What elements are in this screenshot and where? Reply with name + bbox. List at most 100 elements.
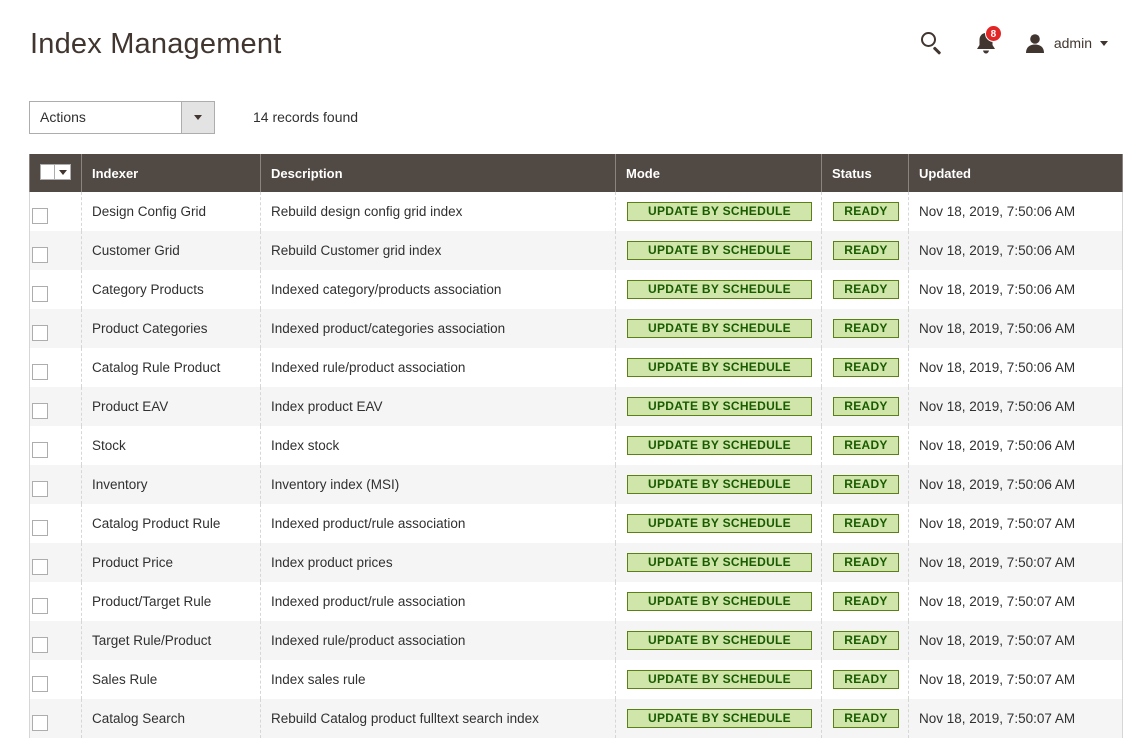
indexer-cell: Product EAV [81,387,261,426]
table-row[interactable]: Product/Target Rule Indexed product/rule … [29,582,1123,621]
description-cell: Indexed product/rule association [260,582,616,621]
mode-cell: UPDATE BY SCHEDULE [615,582,822,621]
table-row[interactable]: Catalog Search Rebuild Catalog product fu… [29,699,1123,738]
table-row[interactable]: Design Config Grid Rebuild design config … [29,192,1123,231]
description-cell: Indexed rule/product association [260,348,616,387]
updated-cell: Nov 18, 2019, 7:50:07 AM [908,621,1123,660]
table-row[interactable]: Inventory Inventory index (MSI) UPDATE BY … [29,465,1123,504]
description-cell: Index sales rule [260,660,616,699]
mode-cell: UPDATE BY SCHEDULE [615,465,822,504]
table-row[interactable]: Target Rule/Product Indexed rule/product … [29,621,1123,660]
mass-select-checkbox[interactable] [41,165,54,179]
mode-cell: UPDATE BY SCHEDULE [615,387,822,426]
row-checkbox[interactable] [32,715,48,731]
table-row[interactable]: Stock Index stock UPDATE BY SCHEDULE READY N… [29,426,1123,465]
mode-cell: UPDATE BY SCHEDULE [615,426,822,465]
updated-cell: Nov 18, 2019, 7:50:07 AM [908,660,1123,699]
status-cell: READY [821,348,909,387]
row-checkbox-cell [29,309,82,348]
mode-badge: UPDATE BY SCHEDULE [627,631,812,650]
status-badge: READY [833,202,899,221]
table-row[interactable]: Catalog Rule Product Indexed rule/product… [29,348,1123,387]
table-row[interactable]: Sales Rule Index sales rule UPDATE BY SCHE… [29,660,1123,699]
table-row[interactable]: Catalog Product Rule Indexed product/rule… [29,504,1123,543]
description-cell: Indexed product/rule association [260,504,616,543]
records-found: 14 records found [253,109,359,125]
status-cell: READY [821,699,909,738]
mode-badge: UPDATE BY SCHEDULE [627,202,812,221]
grid-body: Design Config Grid Rebuild design config … [29,192,1123,738]
actions-dropdown-toggle[interactable] [181,102,214,133]
user-menu[interactable]: admin [1025,33,1108,53]
mode-badge: UPDATE BY SCHEDULE [627,397,812,416]
notifications-button[interactable]: 8 [975,25,1002,55]
row-checkbox-cell [29,660,82,699]
mass-select-dropdown[interactable] [40,164,71,180]
table-row[interactable]: Product EAV Index product EAV UPDATE BY SC… [29,387,1123,426]
mode-badge: UPDATE BY SCHEDULE [627,670,812,689]
mode-cell: UPDATE BY SCHEDULE [615,309,822,348]
index-grid: Indexer Description Mode Status Updated … [29,154,1123,738]
status-cell: READY [821,543,909,582]
row-checkbox-cell [29,465,82,504]
table-row[interactable]: Product Categories Indexed product/catego… [29,309,1123,348]
row-checkbox[interactable] [32,637,48,653]
row-checkbox-cell [29,192,82,231]
row-checkbox[interactable] [32,481,48,497]
row-checkbox[interactable] [32,286,48,302]
column-header-indexer[interactable]: Indexer [81,154,261,192]
mode-cell: UPDATE BY SCHEDULE [615,621,822,660]
description-cell: Indexed rule/product association [260,621,616,660]
status-badge: READY [833,436,899,455]
indexer-cell: Catalog Search [81,699,261,738]
row-checkbox[interactable] [32,598,48,614]
status-badge: READY [833,592,899,611]
status-cell: READY [821,660,909,699]
row-checkbox[interactable] [32,676,48,692]
mode-cell: UPDATE BY SCHEDULE [615,699,822,738]
mode-cell: UPDATE BY SCHEDULE [615,543,822,582]
description-cell: Inventory index (MSI) [260,465,616,504]
description-cell: Indexed category/products association [260,270,616,309]
row-checkbox[interactable] [32,247,48,263]
mode-badge: UPDATE BY SCHEDULE [627,553,812,572]
row-checkbox-cell [29,621,82,660]
row-checkbox[interactable] [32,325,48,341]
status-badge: READY [833,553,899,572]
chevron-down-icon [1100,40,1108,46]
row-checkbox[interactable] [32,442,48,458]
mode-cell: UPDATE BY SCHEDULE [615,348,822,387]
row-checkbox[interactable] [32,520,48,536]
table-row[interactable]: Product Price Index product prices UPDATE … [29,543,1123,582]
table-row[interactable]: Category Products Indexed category/produc… [29,270,1123,309]
chevron-down-icon [58,169,67,175]
chevron-down-icon [194,115,202,120]
column-header-updated[interactable]: Updated [908,154,1123,192]
updated-cell: Nov 18, 2019, 7:50:06 AM [908,309,1123,348]
column-header-mode[interactable]: Mode [615,154,822,192]
description-cell: Index product EAV [260,387,616,426]
row-checkbox[interactable] [32,403,48,419]
actions-dropdown[interactable]: Actions [29,101,215,134]
page-title: Index Management [30,28,282,60]
row-checkbox-cell [29,699,82,738]
description-cell: Index product prices [260,543,616,582]
status-cell: READY [821,387,909,426]
row-checkbox[interactable] [32,559,48,575]
updated-cell: Nov 18, 2019, 7:50:06 AM [908,270,1123,309]
mode-badge: UPDATE BY SCHEDULE [627,319,812,338]
status-cell: READY [821,270,909,309]
indexer-cell: Product Categories [81,309,261,348]
column-header-description[interactable]: Description [260,154,616,192]
header-actions: 8 admin [919,25,1108,58]
row-checkbox-cell [29,270,82,309]
search-button[interactable] [919,30,945,56]
row-checkbox[interactable] [32,364,48,380]
column-header-status[interactable]: Status [821,154,909,192]
indexer-cell: Category Products [81,270,261,309]
table-row[interactable]: Customer Grid Rebuild Customer grid index… [29,231,1123,270]
status-badge: READY [833,241,899,260]
mass-select-toggle[interactable] [54,165,70,179]
row-checkbox[interactable] [32,208,48,224]
indexer-cell: Target Rule/Product [81,621,261,660]
